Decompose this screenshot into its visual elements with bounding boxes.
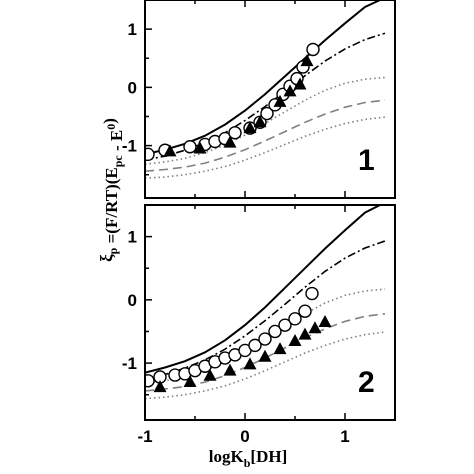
y-tick-label: -1 [122, 354, 137, 373]
panel-label-2: 2 [358, 366, 375, 399]
series-line-dashdot-2 [145, 240, 386, 380]
data-point-circle [145, 147, 155, 162]
panel-label-1: 1 [358, 144, 375, 177]
data-point-triangle [293, 77, 307, 90]
plot-frame [144, 204, 396, 421]
series-line-dashdot-2 [145, 32, 386, 161]
series-line-solid-1 [145, 205, 381, 374]
data-point-triangle [203, 368, 217, 381]
y-tick-label: 1 [128, 20, 137, 39]
data-point-triangle [183, 375, 197, 388]
plot-area [145, 0, 386, 179]
y-tick-label: 0 [128, 291, 137, 310]
y-tick-label: 0 [128, 78, 137, 97]
y-tick-label: -1 [122, 137, 137, 156]
y-axis-title: ξp =(F/RT)(Epc - E0) [97, 118, 126, 262]
data-point-triangle [243, 121, 257, 134]
data-point-triangle [253, 115, 267, 128]
data-point-circle [288, 312, 302, 326]
data-point-triangle [318, 314, 332, 327]
data-point-triangle [243, 357, 257, 370]
data-point-triangle [273, 342, 287, 355]
data-point-triangle [298, 327, 312, 340]
plot-frame [144, 0, 396, 199]
data-point-circle [183, 140, 197, 154]
data-point-circle [145, 374, 155, 388]
data-point-circle [260, 106, 274, 121]
series-line-dashed-4 [145, 313, 386, 392]
data-point-triangle [153, 380, 167, 393]
x-tick-label: -1 [137, 427, 152, 446]
data-point-circle [278, 318, 292, 332]
data-point-triangle [258, 349, 272, 362]
x-tick-label: 0 [240, 427, 249, 446]
data-point-triangle [193, 141, 207, 154]
data-point-triangle [273, 94, 287, 107]
data-point-circle [306, 42, 320, 57]
data-point-circle [298, 304, 312, 318]
data-point-circle [305, 286, 319, 301]
data-point-triangle [308, 321, 322, 334]
y-tick-label: 1 [128, 228, 137, 247]
data-point-circle [248, 338, 262, 353]
x-axis-title: logKb[DH] [209, 447, 287, 470]
data-point-circle [228, 126, 242, 140]
x-tick-label: 1 [340, 427, 349, 446]
chart-panel-2: -1 0 1 -1 0 1 [122, 204, 396, 446]
series-line-dashed-4 [145, 99, 386, 172]
chart-panel-1: -1 0 1 [122, 0, 396, 199]
data-point-triangle [163, 144, 177, 157]
data-point-circle [258, 332, 272, 346]
data-point-triangle [283, 84, 297, 97]
data-point-triangle [288, 333, 302, 346]
plot-area [145, 205, 386, 400]
data-point-triangle [223, 135, 237, 148]
series-line-solid-1 [145, 0, 381, 156]
data-point-triangle [300, 54, 314, 67]
data-point-circle [268, 324, 282, 339]
data-point-triangle [223, 363, 237, 376]
